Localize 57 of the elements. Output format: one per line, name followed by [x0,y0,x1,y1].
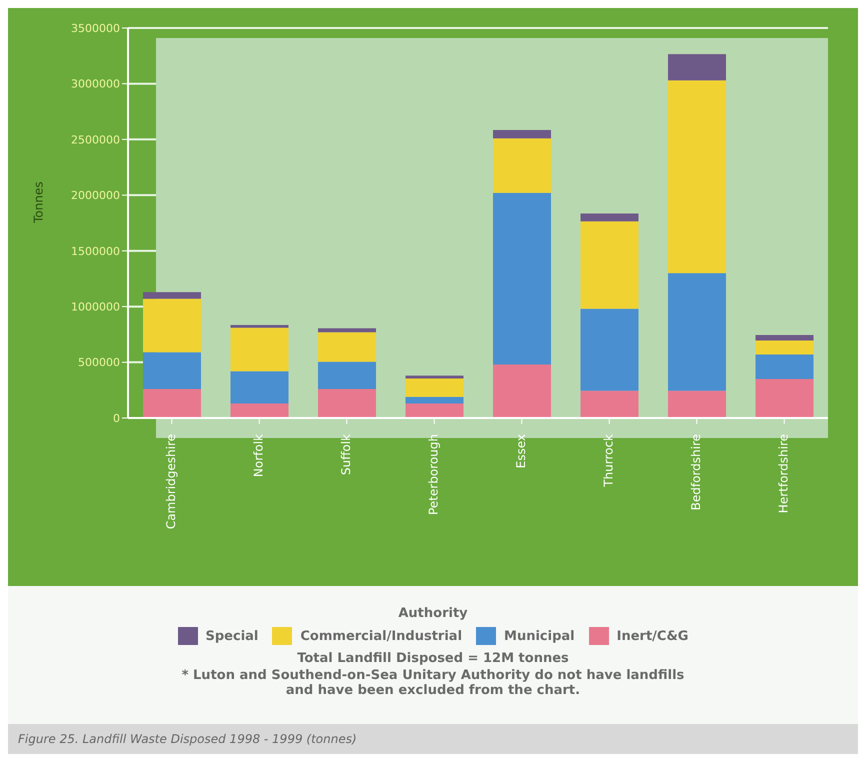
legend-label: Special [206,628,258,644]
bar [756,340,814,354]
x-tick-label: Hertfordshire [776,434,791,514]
bar [493,364,551,418]
bar [230,404,288,418]
y-tick-label: 2000000 [71,189,120,202]
bar [406,376,464,378]
bar [668,273,726,391]
bar [668,390,726,418]
bar [230,371,288,404]
bar [406,396,464,404]
y-axis-title: Tonnes [31,182,46,224]
bar [756,379,814,418]
y-tick-label: 2500000 [71,133,120,146]
x-tick-label: Suffolk [339,434,354,476]
y-tick-label: 1500000 [71,244,120,258]
bar [318,362,376,390]
bar [493,130,551,138]
text: Figure 25. Landfill Waste Disposed 1998 - 1999 (tonnes) [8,724,858,754]
bar [406,404,464,418]
x-tick-label: Peterborough [426,434,441,516]
bar [493,192,551,365]
legend-title: Authority [397,606,469,621]
x-tick-label: Thurrock [602,434,616,488]
bar [318,328,376,332]
x-tick-label: Cambridgeshire [164,434,178,530]
bar [756,354,814,379]
legend-label: Inert/C&G [616,628,688,644]
bar [230,324,288,328]
bar [143,352,201,390]
y-tick-label: 500000 [78,356,120,370]
bar [143,292,201,299]
bar [143,298,201,352]
bar [406,378,464,397]
bar [493,138,551,193]
y-tick-label: 1000000 [71,300,120,314]
bar [580,221,638,309]
bar [230,328,288,372]
x-tick-label: Bedfordshire [689,434,704,510]
bar [668,80,726,274]
legend-label: Municipal [504,628,575,644]
x-tick-label: Essex [514,434,528,468]
bar [580,214,638,222]
bar [318,389,376,418]
bar [668,54,726,80]
y-tick-label: 0 [113,412,120,425]
legend-label: Commercial/Industrial [300,628,462,644]
x-tick-label: Norfolk [252,434,266,478]
text: Total Landfill Disposed = 12M tonnes [296,651,570,666]
bar [143,389,201,418]
bar [756,334,814,341]
y-tick-label: 3000000 [71,78,120,91]
text: * Luton and Southend-on-Sea Unitary Authority do not have landfills and have been excluded from the chart. [180,668,686,698]
y-tick-label: 3500000 [71,22,120,35]
bar [580,308,638,391]
bar [318,332,376,362]
bar [580,390,638,418]
